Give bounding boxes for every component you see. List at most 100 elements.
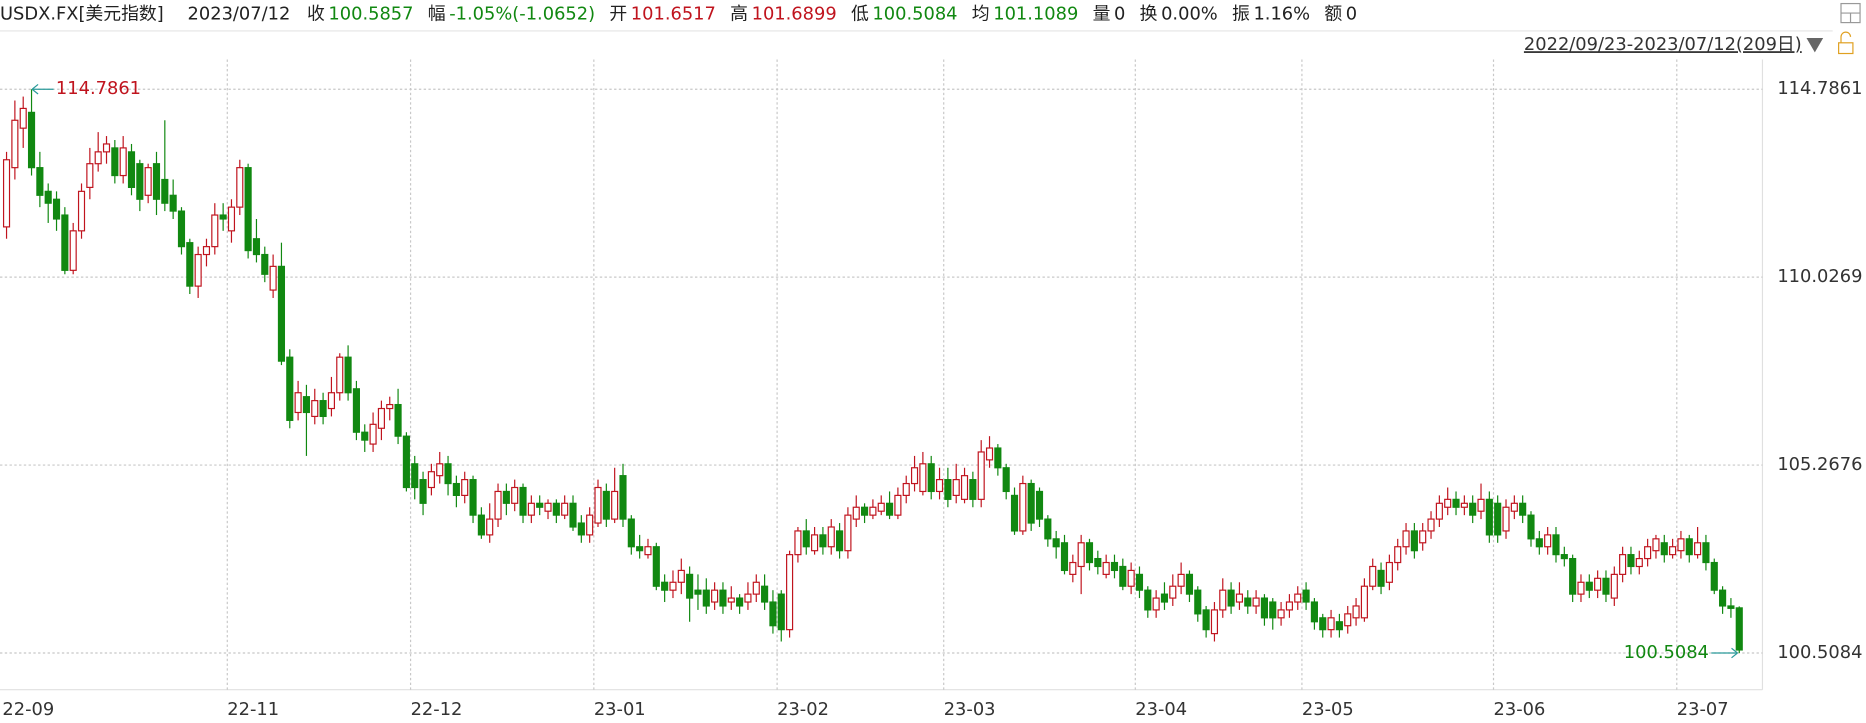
field-label: 收 [307,3,325,24]
candle-body [1527,514,1535,540]
candle-body [1227,589,1235,607]
x-tick-label: 22-09 [2,699,54,720]
candle-body [436,463,444,477]
candle-body [344,356,352,394]
candle-body [136,163,144,200]
candle-body [1719,589,1727,607]
candle-body [144,167,152,196]
candle-body [502,490,510,504]
candle-body [969,479,977,500]
candle-body [769,601,777,627]
field-label: 振 [1232,3,1250,24]
candle-body [1144,589,1152,611]
candle-body [927,463,935,493]
candle-body [844,514,852,552]
candle-body [1310,601,1318,623]
candle-body [719,589,727,607]
field-value: 101.1089 [993,3,1078,24]
candle-body [1660,542,1668,556]
candle-body [1344,613,1352,627]
field-value: 0 [1114,3,1125,24]
min-arrowhead [1731,647,1738,659]
candle-body [269,265,277,291]
candle-body [686,573,694,599]
candle-body [544,502,552,512]
field-label: 开 [609,3,627,24]
candle-body [1435,502,1443,520]
candle-body [211,214,219,248]
candle-body [252,238,261,256]
candle-body [910,467,919,485]
candle-body [836,530,844,552]
candle-body [1102,561,1110,575]
candle-body [61,214,69,271]
candle-body [1377,569,1385,587]
candle-body [1127,569,1135,587]
candle-body [1477,498,1485,512]
min-label: 100.5084 [1624,642,1709,663]
candle-body [111,147,119,177]
candle-body [236,167,244,208]
candle-body [511,486,519,504]
candle-body [1644,546,1652,560]
x-tick-label: 22-12 [411,699,463,720]
candle-body [561,502,569,516]
candle-body [177,210,186,248]
field-value: 0.00% [1161,3,1218,24]
candle-body [1627,554,1635,568]
lock-icon[interactable] [1838,42,1854,55]
candle-body [11,119,19,169]
candle-body [44,190,52,204]
field-value: 1.16% [1253,3,1310,24]
range-dropdown[interactable] [1806,38,1824,53]
y-tick-label: 100.5084 [1777,642,1862,663]
candle-body [1544,534,1552,548]
candle-body [1294,593,1302,603]
candle-body [1702,542,1710,564]
x-tick-label: 23-05 [1302,699,1354,720]
candle-body [394,403,402,437]
candle-body [1235,593,1244,603]
field-value: -1.05%(-1.0652) [449,3,595,24]
field-value: 100.5084 [872,3,957,24]
candle-body [877,502,885,512]
candle-body [86,163,94,188]
candle-body [377,407,385,429]
candle-body [244,167,252,252]
candle-body [636,546,644,552]
candle-body [119,147,127,177]
candle-body [1052,538,1060,548]
candle-body [1619,554,1627,575]
candle-body [885,502,894,516]
candle-body [1402,530,1410,548]
candle-body [611,490,619,520]
y-tick-label: 114.7861 [1777,78,1862,99]
candle-body [494,490,502,520]
candle-body [1302,589,1310,603]
candle-body [711,589,719,603]
candle-body [1419,530,1427,544]
candle-body [694,589,702,595]
candle-body [569,502,577,528]
candle-body [894,494,902,516]
candle-body [1669,546,1677,556]
candle-body [1510,502,1518,512]
candle-body [369,423,377,445]
x-tick-label: 23-04 [1135,699,1187,720]
y-tick-label: 105.2676 [1777,454,1862,475]
candle-body [1577,581,1585,595]
candle-body [1135,573,1144,591]
candle-body [1260,597,1268,619]
quote-date: 2023/07/12 [188,3,291,24]
candle-body [586,514,594,536]
candle-body [919,463,927,493]
date-range[interactable]: 2022/09/23-2023/07/12(209日) [1524,34,1802,55]
candle-body [277,265,286,362]
candle-body [752,581,760,595]
candle-body [386,403,394,410]
candle-body [1585,581,1593,591]
candle-body [27,111,36,169]
candle-body [1119,565,1127,587]
